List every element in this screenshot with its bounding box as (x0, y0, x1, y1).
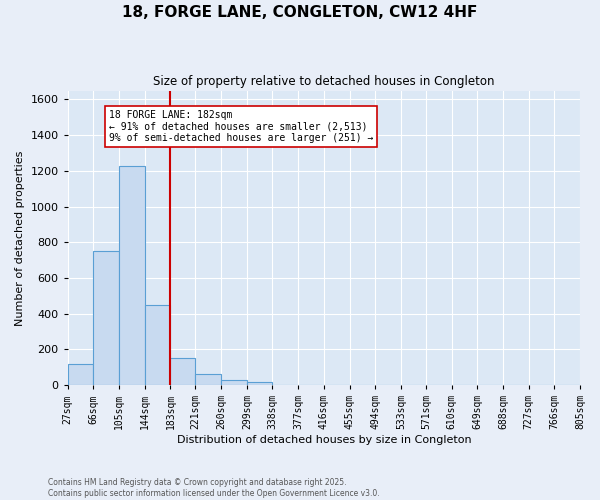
X-axis label: Distribution of detached houses by size in Congleton: Distribution of detached houses by size … (176, 435, 471, 445)
Bar (196, 374, 221, 385)
Bar (247, 382, 272, 385)
Bar (145, 305, 170, 385)
Bar (94, 252, 119, 385)
Text: 18 FORGE LANE: 182sqm
← 91% of detached houses are smaller (2,513)
9% of semi-de: 18 FORGE LANE: 182sqm ← 91% of detached … (109, 110, 374, 144)
Title: Size of property relative to detached houses in Congleton: Size of property relative to detached ho… (153, 75, 494, 88)
Bar (119, 166, 145, 385)
Bar (68, 364, 94, 385)
Bar (221, 380, 247, 385)
Text: Contains HM Land Registry data © Crown copyright and database right 2025.
Contai: Contains HM Land Registry data © Crown c… (48, 478, 380, 498)
Text: 18, FORGE LANE, CONGLETON, CW12 4HF: 18, FORGE LANE, CONGLETON, CW12 4HF (122, 5, 478, 20)
Bar (170, 358, 196, 385)
Y-axis label: Number of detached properties: Number of detached properties (15, 150, 25, 326)
